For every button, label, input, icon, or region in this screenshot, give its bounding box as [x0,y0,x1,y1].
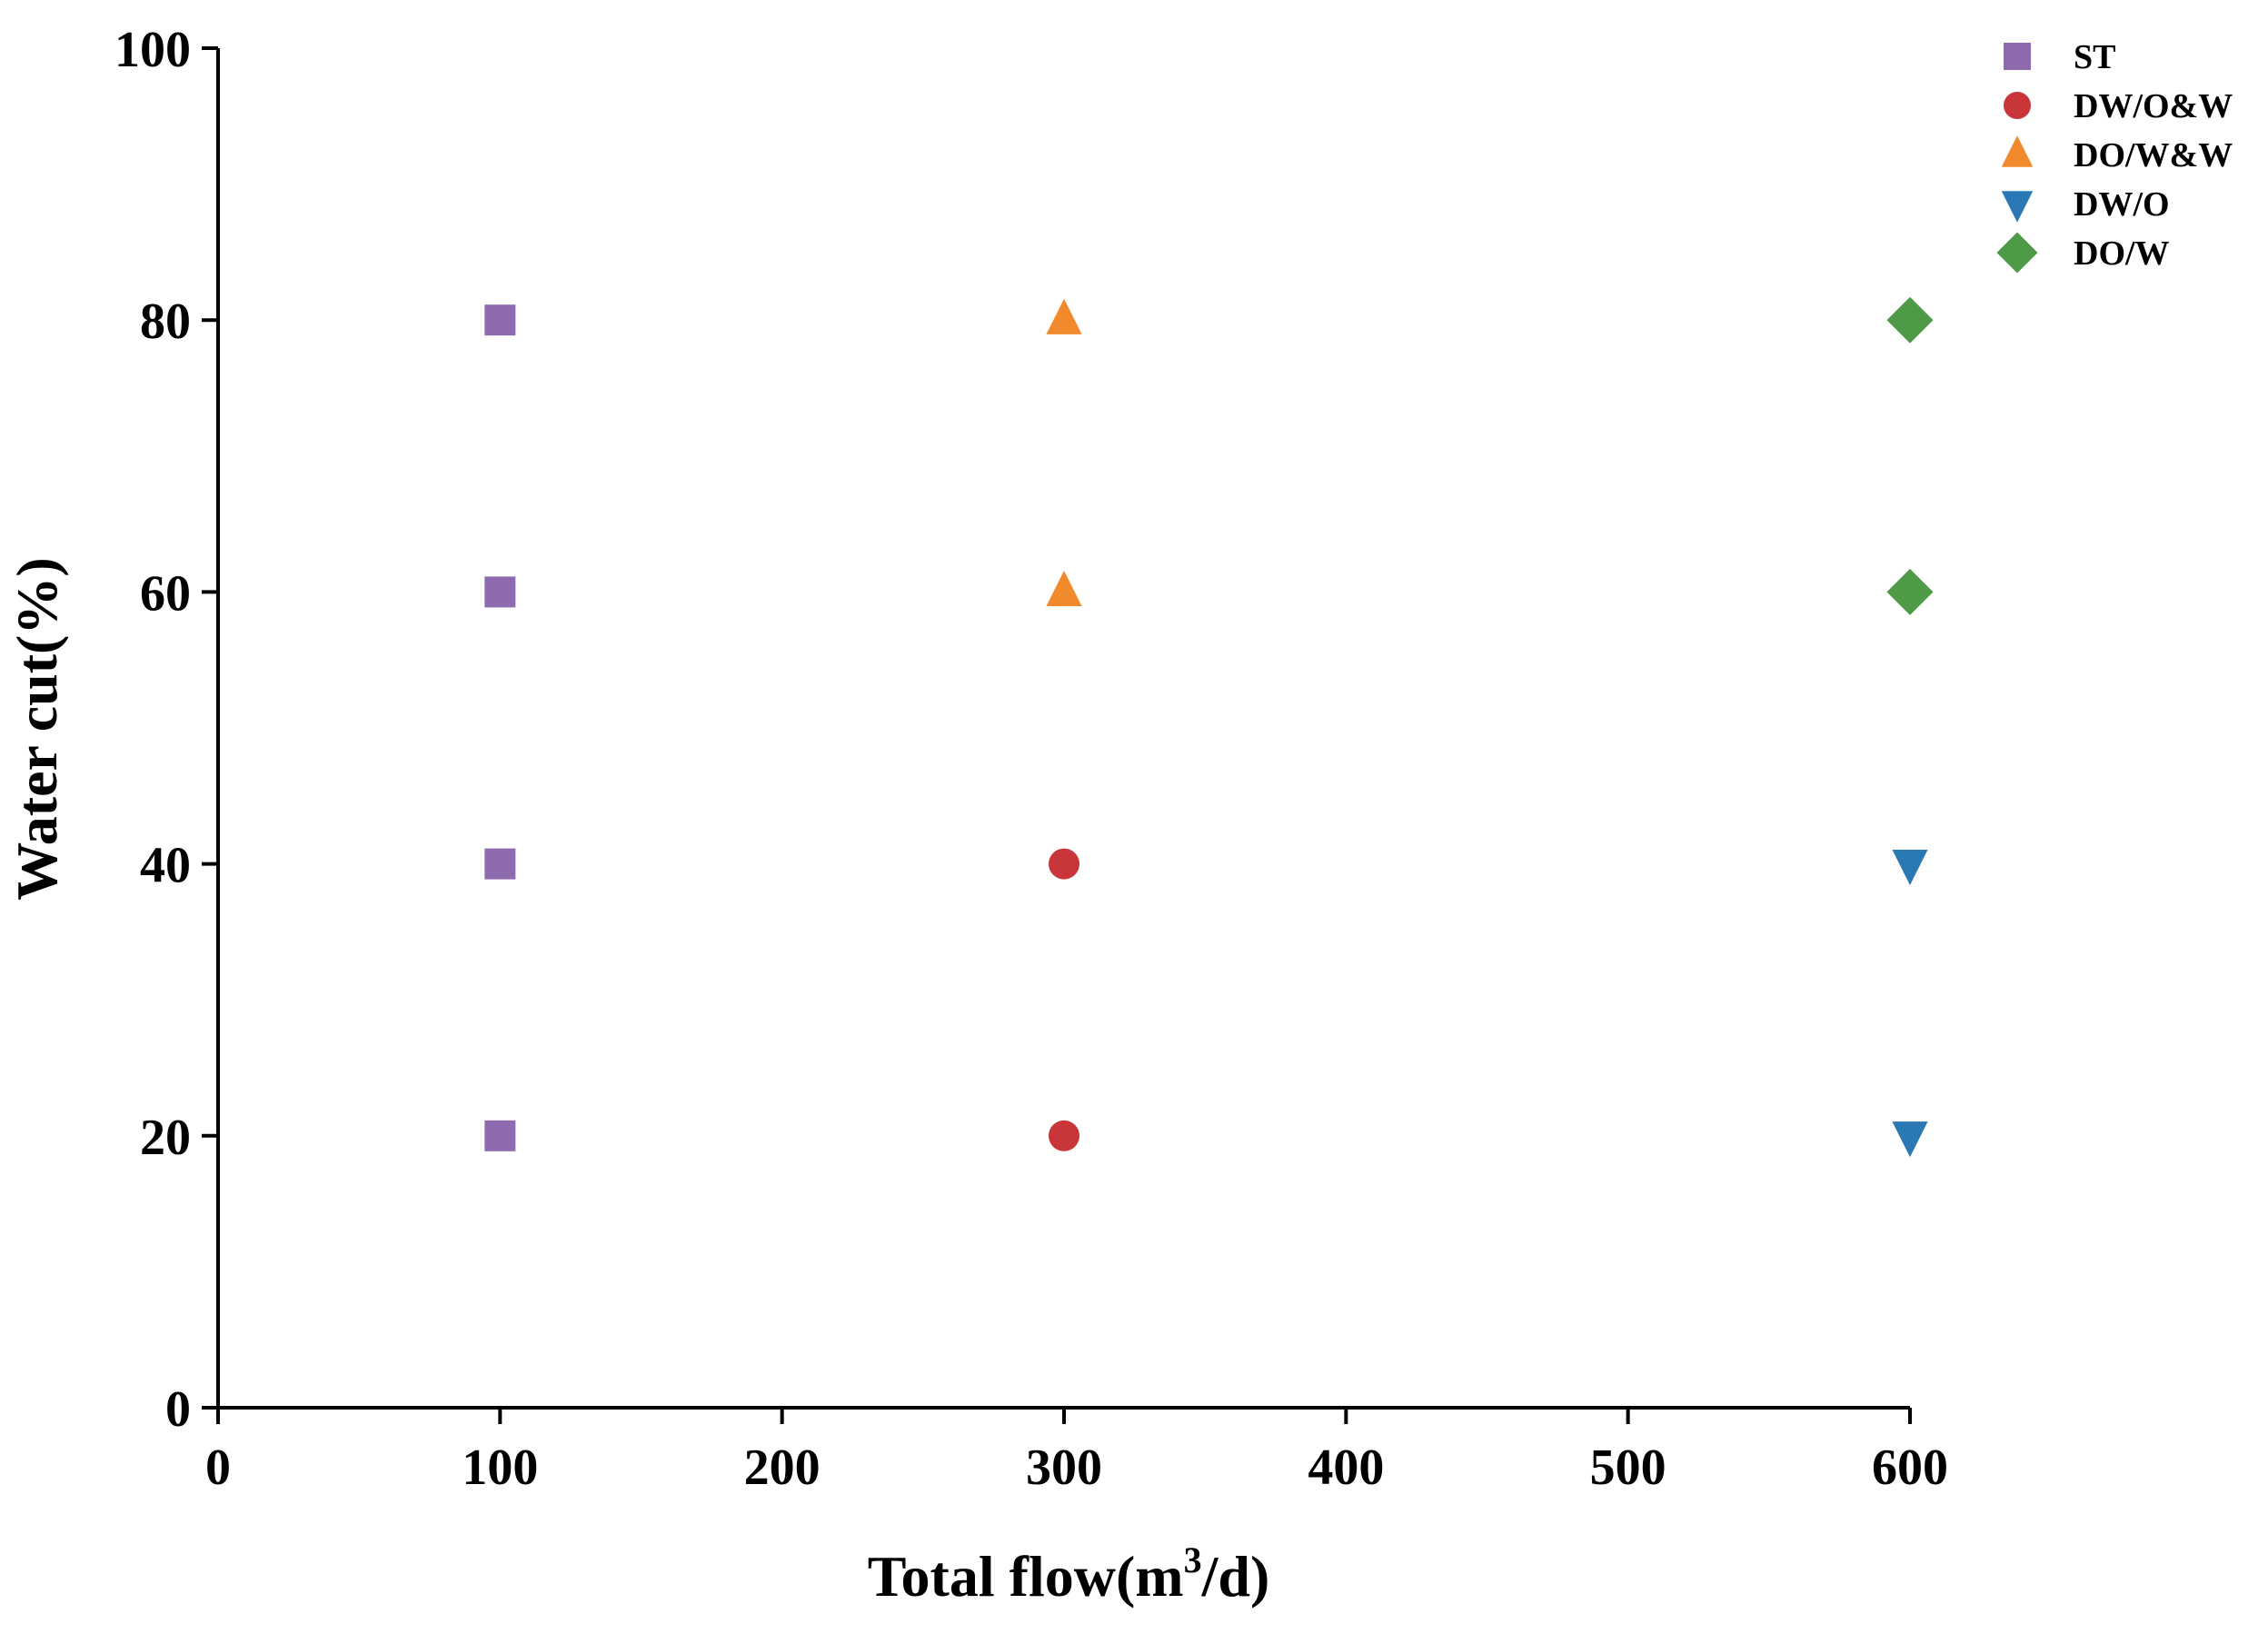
data-point-triangle-down [1892,1121,1928,1158]
x-axis-title-superscript: 3 [1184,1539,1202,1580]
x-axis-title-main: Total flow(m [868,1544,1184,1609]
y-axis-title: Water cut(%) [5,557,69,900]
data-point-square [484,848,516,880]
data-point-circle [1049,848,1079,880]
data-point-triangle-down [1892,849,1928,886]
y-tick-label: 20 [140,1110,191,1166]
legend-label: DW/O&W [2074,87,2233,125]
data-point-square [484,304,516,336]
x-axis-title-tail: /d) [1201,1544,1270,1609]
data-point-triangle-up [1046,298,1082,334]
x-tick-label: 100 [462,1440,538,1496]
legend-marker-triangle-up [2001,135,2034,167]
axis-ticks: 0 100 200 300 400 500 600 0 20 40 60 80 100 [114,22,1948,1496]
x-tick-label: 400 [1308,1440,1384,1496]
legend: ST DW/O&W DO/W&W DW/O DO/W [1996,38,2233,274]
legend-label: DO/W&W [2074,136,2233,174]
legend-marker-diamond [1996,232,2038,274]
y-tick-label: 40 [140,838,191,894]
legend-marker-triangle-down [2001,191,2034,223]
x-tick-label: 0 [205,1440,231,1496]
x-tick-label: 600 [1872,1440,1948,1496]
x-axis-title: Total flow(m3/d) [868,1539,1270,1609]
data-point-triangle-up [1046,570,1082,607]
legend-label: DW/O [2074,185,2170,224]
data-point-circle [1049,1120,1079,1151]
data-point-diamond [1886,568,1934,615]
y-tick-label: 60 [140,565,191,622]
x-tick-label: 200 [744,1440,821,1496]
x-tick-label: 500 [1590,1440,1666,1496]
data-point-square [484,1120,516,1151]
data-point-square [484,576,516,608]
y-tick-label: 80 [140,294,191,350]
x-tick-label: 300 [1026,1440,1102,1496]
legend-marker-square [2004,43,2031,70]
y-tick-label: 0 [165,1381,191,1438]
legend-marker-circle [2004,92,2031,119]
legend-label: ST [2074,38,2115,76]
legend-label: DO/W [2074,234,2170,273]
data-point-diamond [1886,296,1934,344]
data-points [484,296,1934,1158]
y-tick-label: 100 [114,22,191,78]
axes [216,48,1910,1410]
